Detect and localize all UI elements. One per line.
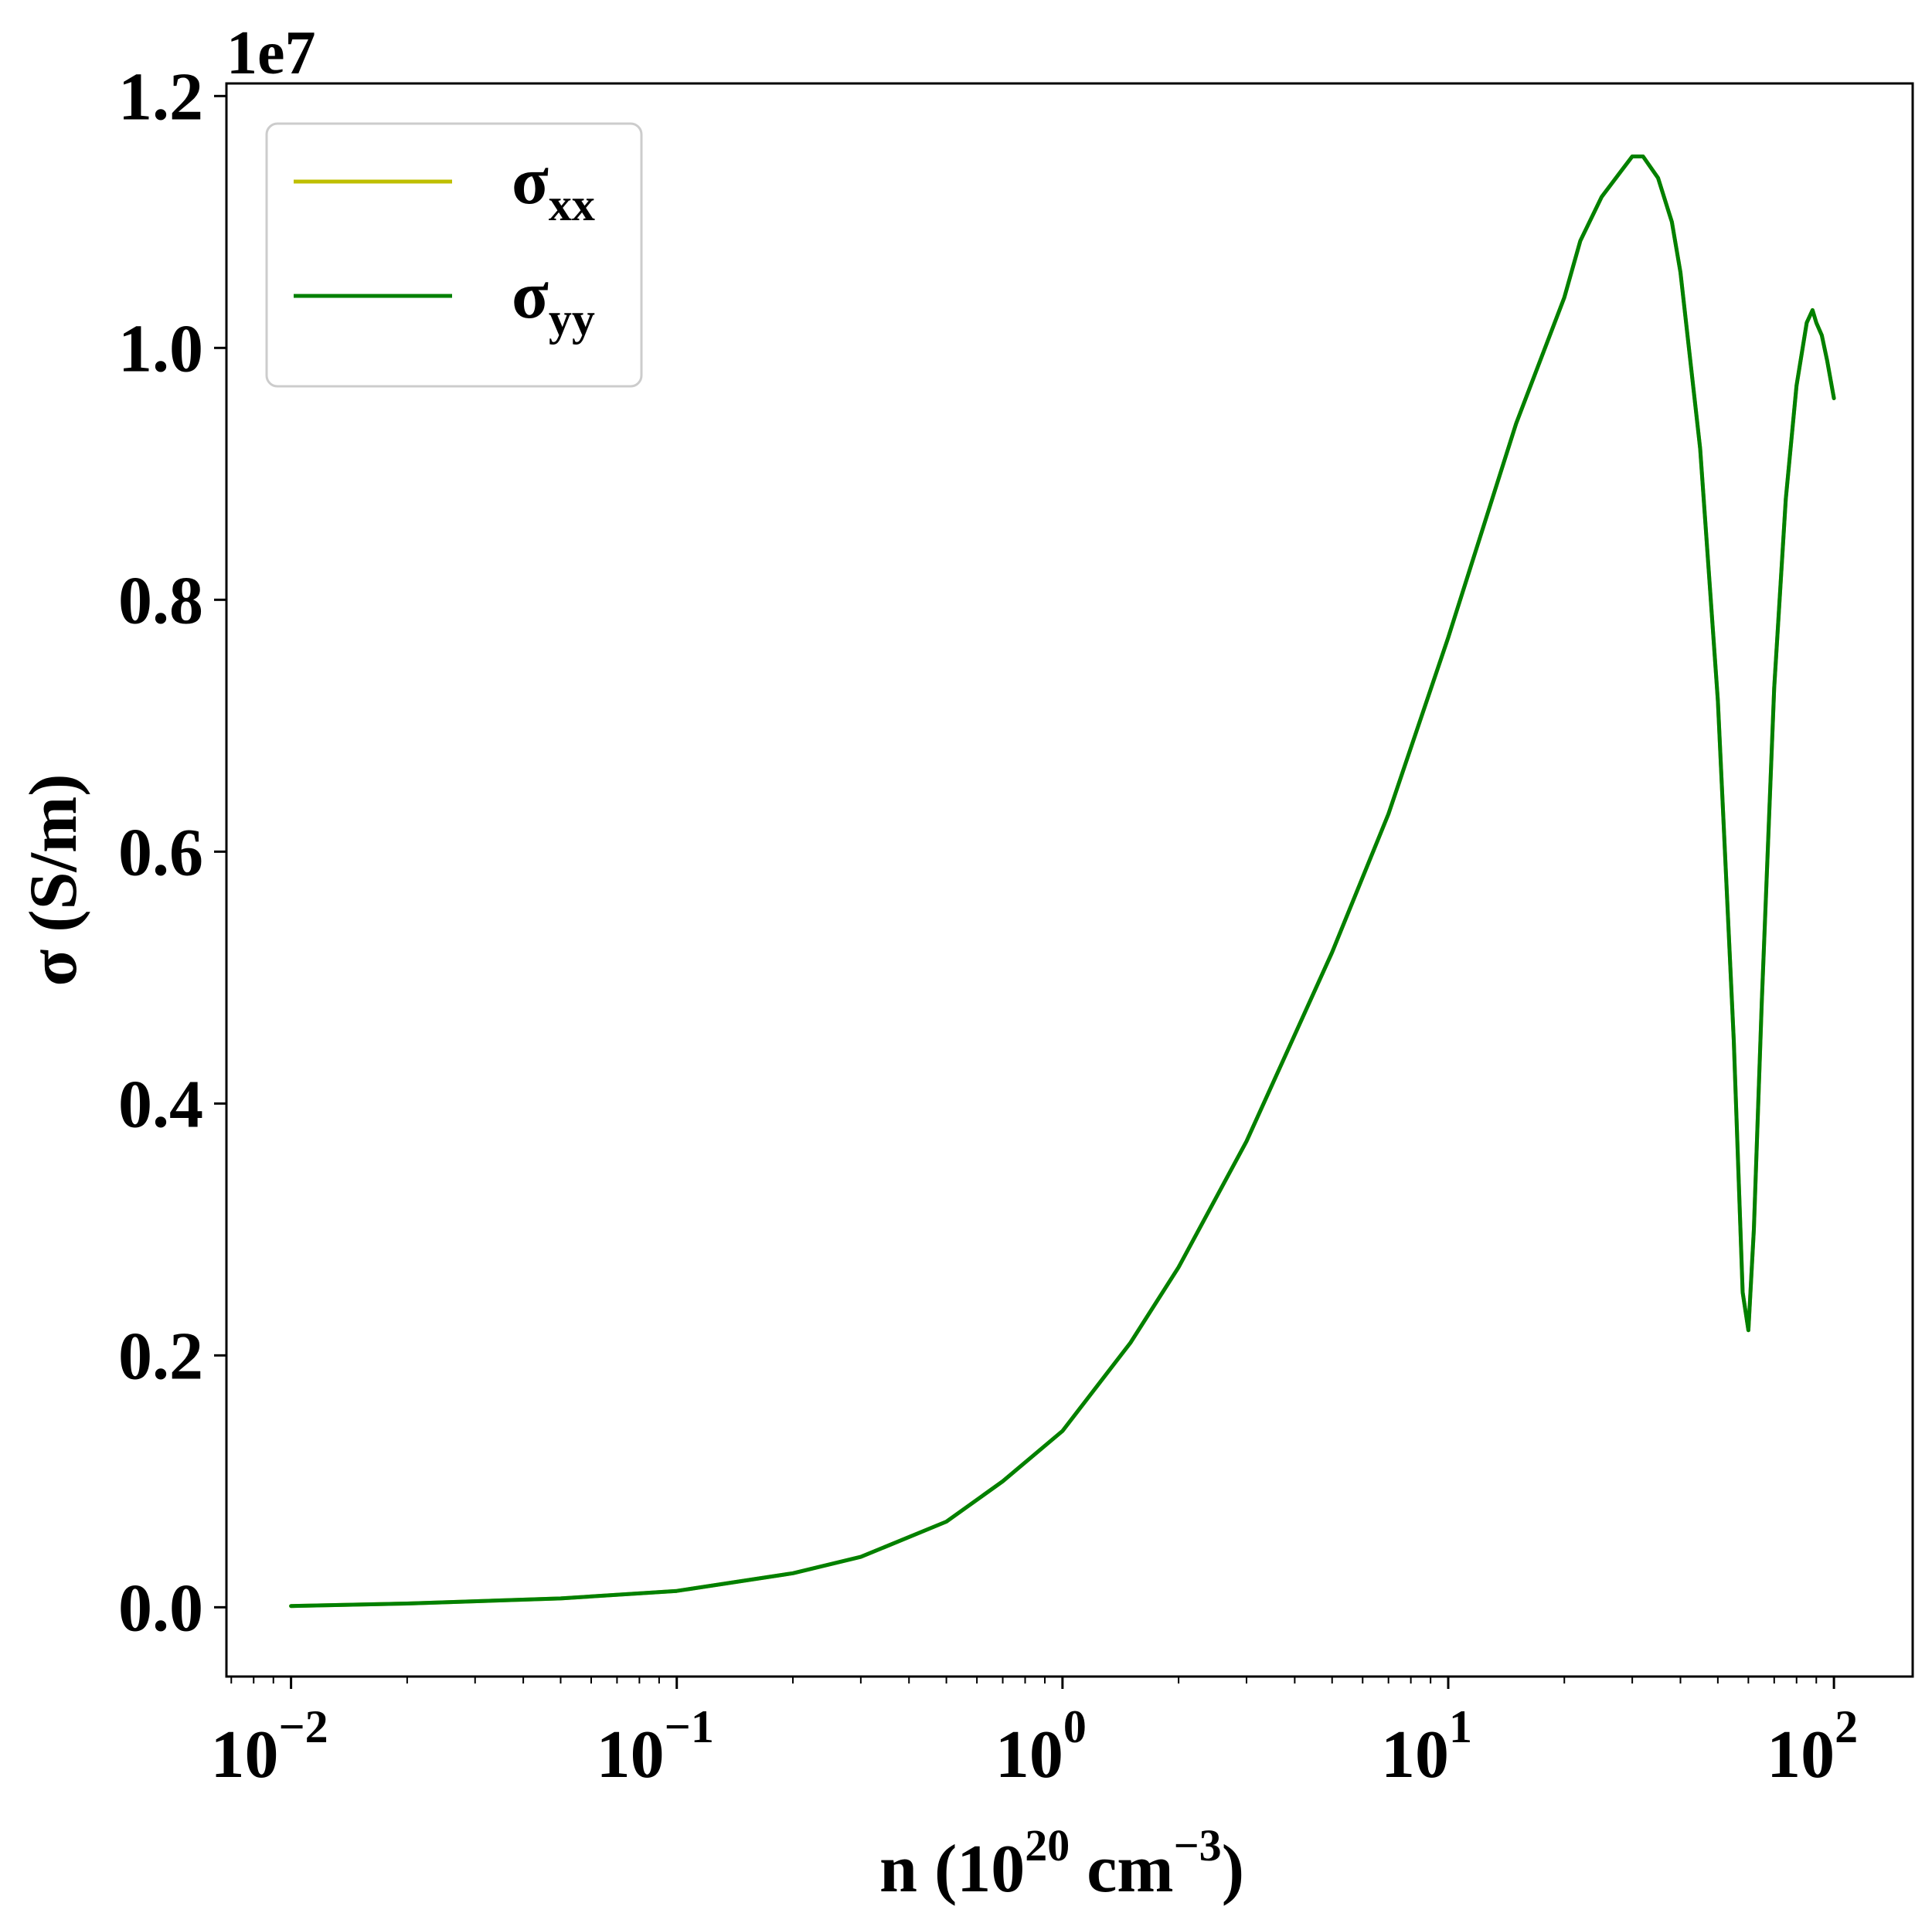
legend-box (265, 122, 643, 388)
x-tick-label: 10−1 (597, 1701, 714, 1792)
axes-frame (225, 82, 1914, 1678)
x-axis-title: n (1020 cm−3) (879, 1820, 1244, 1907)
x-tick-label: 101 (1381, 1701, 1472, 1792)
legend: σxx σyy (265, 122, 643, 388)
y-tick-label: 0.6 (118, 815, 203, 890)
series-line-yy (289, 155, 1836, 1609)
y-offset-label: 1e7 (226, 19, 316, 87)
y-tick-label: 1.2 (118, 59, 203, 134)
series-layer (289, 155, 1836, 1609)
y-tick-label: 0.2 (118, 1319, 203, 1394)
legend-label-xx: σxx (512, 144, 595, 230)
y-axis-title: σ (S/m) (16, 773, 91, 986)
x-tick-label: 10−2 (210, 1701, 328, 1792)
x-axis-ticks: 10−2 10−1 100 101 102 (210, 1677, 1858, 1792)
legend-label-yy: σyy (512, 258, 595, 345)
y-axis-ticks: 0.0 0.2 0.4 0.6 0.8 1.0 1.2 (118, 59, 226, 1646)
x-tick-label: 102 (1767, 1701, 1858, 1792)
y-tick-label: 0.8 (118, 563, 203, 638)
y-tick-label: 0.4 (118, 1067, 203, 1142)
x-tick-label: 100 (995, 1701, 1087, 1792)
y-tick-label: 0.0 (118, 1571, 203, 1646)
y-tick-label: 1.0 (118, 311, 203, 386)
